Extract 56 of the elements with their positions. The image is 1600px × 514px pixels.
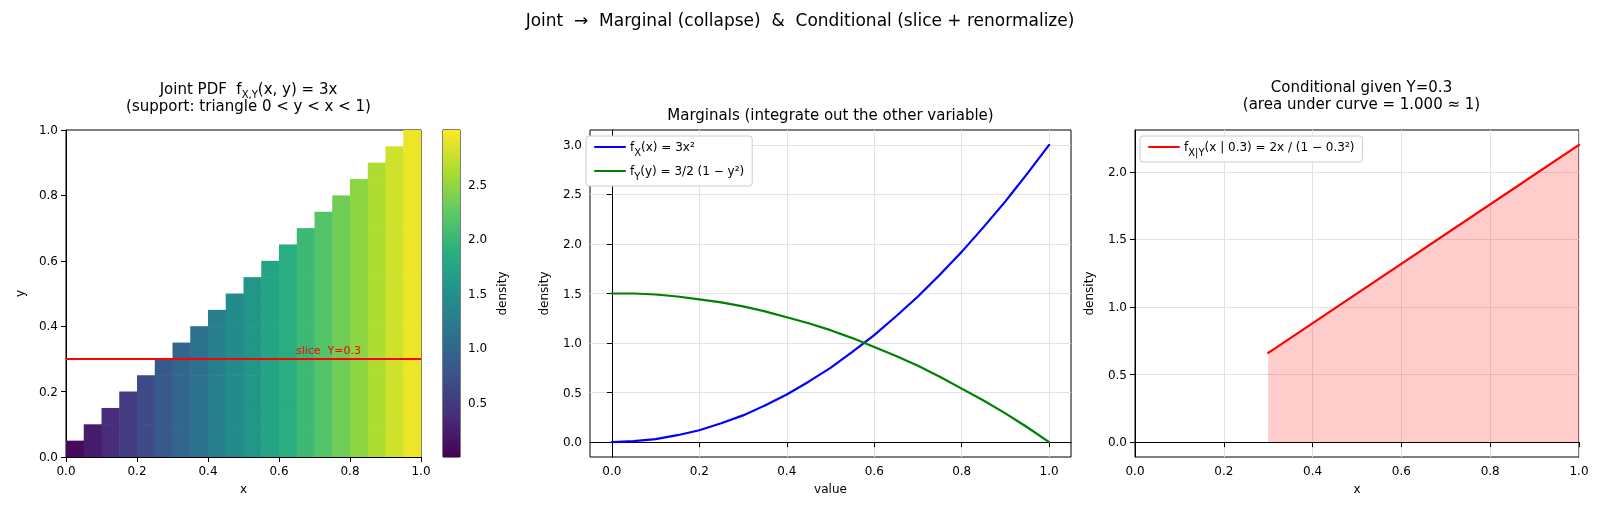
x-tick-label: 0.4 xyxy=(198,464,218,478)
x-tick-label: 0.0 xyxy=(1125,464,1145,478)
x-tick-label: 0.8 xyxy=(952,464,972,478)
x-tick-label: 0.6 xyxy=(864,464,884,478)
line-series xyxy=(610,292,1051,444)
y-tick-label: 3.0 xyxy=(562,137,582,152)
x-tick-label: 0.6 xyxy=(269,464,289,478)
x-tick-label: 1.0 xyxy=(411,464,431,478)
y-tick-label: 0.5 xyxy=(1107,367,1127,382)
y-tick-label: 1.5 xyxy=(562,286,582,301)
y-tick-label: 2.0 xyxy=(562,236,582,251)
y-axis-title: density xyxy=(537,271,551,316)
x-tick-label: 0.8 xyxy=(340,464,360,478)
y-tick-label: 0.6 xyxy=(38,253,58,268)
color-bar-title: density xyxy=(495,271,509,316)
y-tick-label: 1.0 xyxy=(562,336,582,351)
x-tick-label: 0.2 xyxy=(127,464,147,478)
x-tick-label: 0.0 xyxy=(602,464,622,478)
x-tick-label: 0.0 xyxy=(56,464,76,478)
chart-title: Marginals (integrate out the other variable) xyxy=(667,105,994,124)
ref-line-label: slice Y=0.3 xyxy=(295,343,361,357)
x-tick-label: 0.2 xyxy=(689,464,709,478)
color-bar-label: 1.0 xyxy=(468,341,488,355)
chart-subtitle: (support: triangle 0 < y < x < 1) xyxy=(126,97,371,115)
x-tick-label: 0.6 xyxy=(1391,464,1411,478)
y-tick-label: 0.8 xyxy=(38,188,58,203)
color-bar-label: 0.5 xyxy=(468,395,488,410)
y-tick-label: 0.0 xyxy=(38,450,58,464)
y-tick-label: 1.0 xyxy=(1107,300,1127,315)
color-bar-label: 2.5 xyxy=(468,177,488,192)
y-axis-title: density xyxy=(1082,271,1096,316)
color-bar-label: 2.0 xyxy=(468,232,488,246)
x-tick-label: 1.0 xyxy=(1039,464,1059,478)
chart-subtitle: (area under curve = 1.000 ≈ 1) xyxy=(1242,94,1481,113)
x-axis-title: x xyxy=(1353,482,1361,496)
x-tick-label: 0.2 xyxy=(1214,464,1234,478)
y-tick-label: 0.5 xyxy=(562,385,582,400)
text: Joint → Marginal (collapse) & Conditional (slice + renormalize) xyxy=(524,9,1076,32)
x-axis-title: x xyxy=(239,482,248,496)
y-tick-label: 0.2 xyxy=(38,384,58,399)
y-tick-label: 0.0 xyxy=(562,435,582,450)
x-tick-label: 1.0 xyxy=(1569,464,1589,478)
y-tick-label: 2.5 xyxy=(562,187,582,202)
y-tick-label: 1.5 xyxy=(1107,232,1127,247)
y-tick-label: 2.0 xyxy=(1107,164,1127,179)
y-tick-label: 0.0 xyxy=(1107,435,1127,450)
chart-title: Conditional given Y=0.3 xyxy=(1270,77,1453,96)
y-tick-label: 1.0 xyxy=(38,123,58,137)
x-axis-title: value xyxy=(814,482,847,496)
x-tick-label: 0.8 xyxy=(1480,464,1500,478)
x-tick-label: 0.4 xyxy=(1303,464,1323,478)
y-axis-title: y xyxy=(13,289,27,298)
y-tick-label: 0.4 xyxy=(38,319,58,334)
line-series xyxy=(610,143,1051,444)
x-tick-label: 0.4 xyxy=(777,464,797,478)
color-bar-label: 1.5 xyxy=(468,286,488,301)
